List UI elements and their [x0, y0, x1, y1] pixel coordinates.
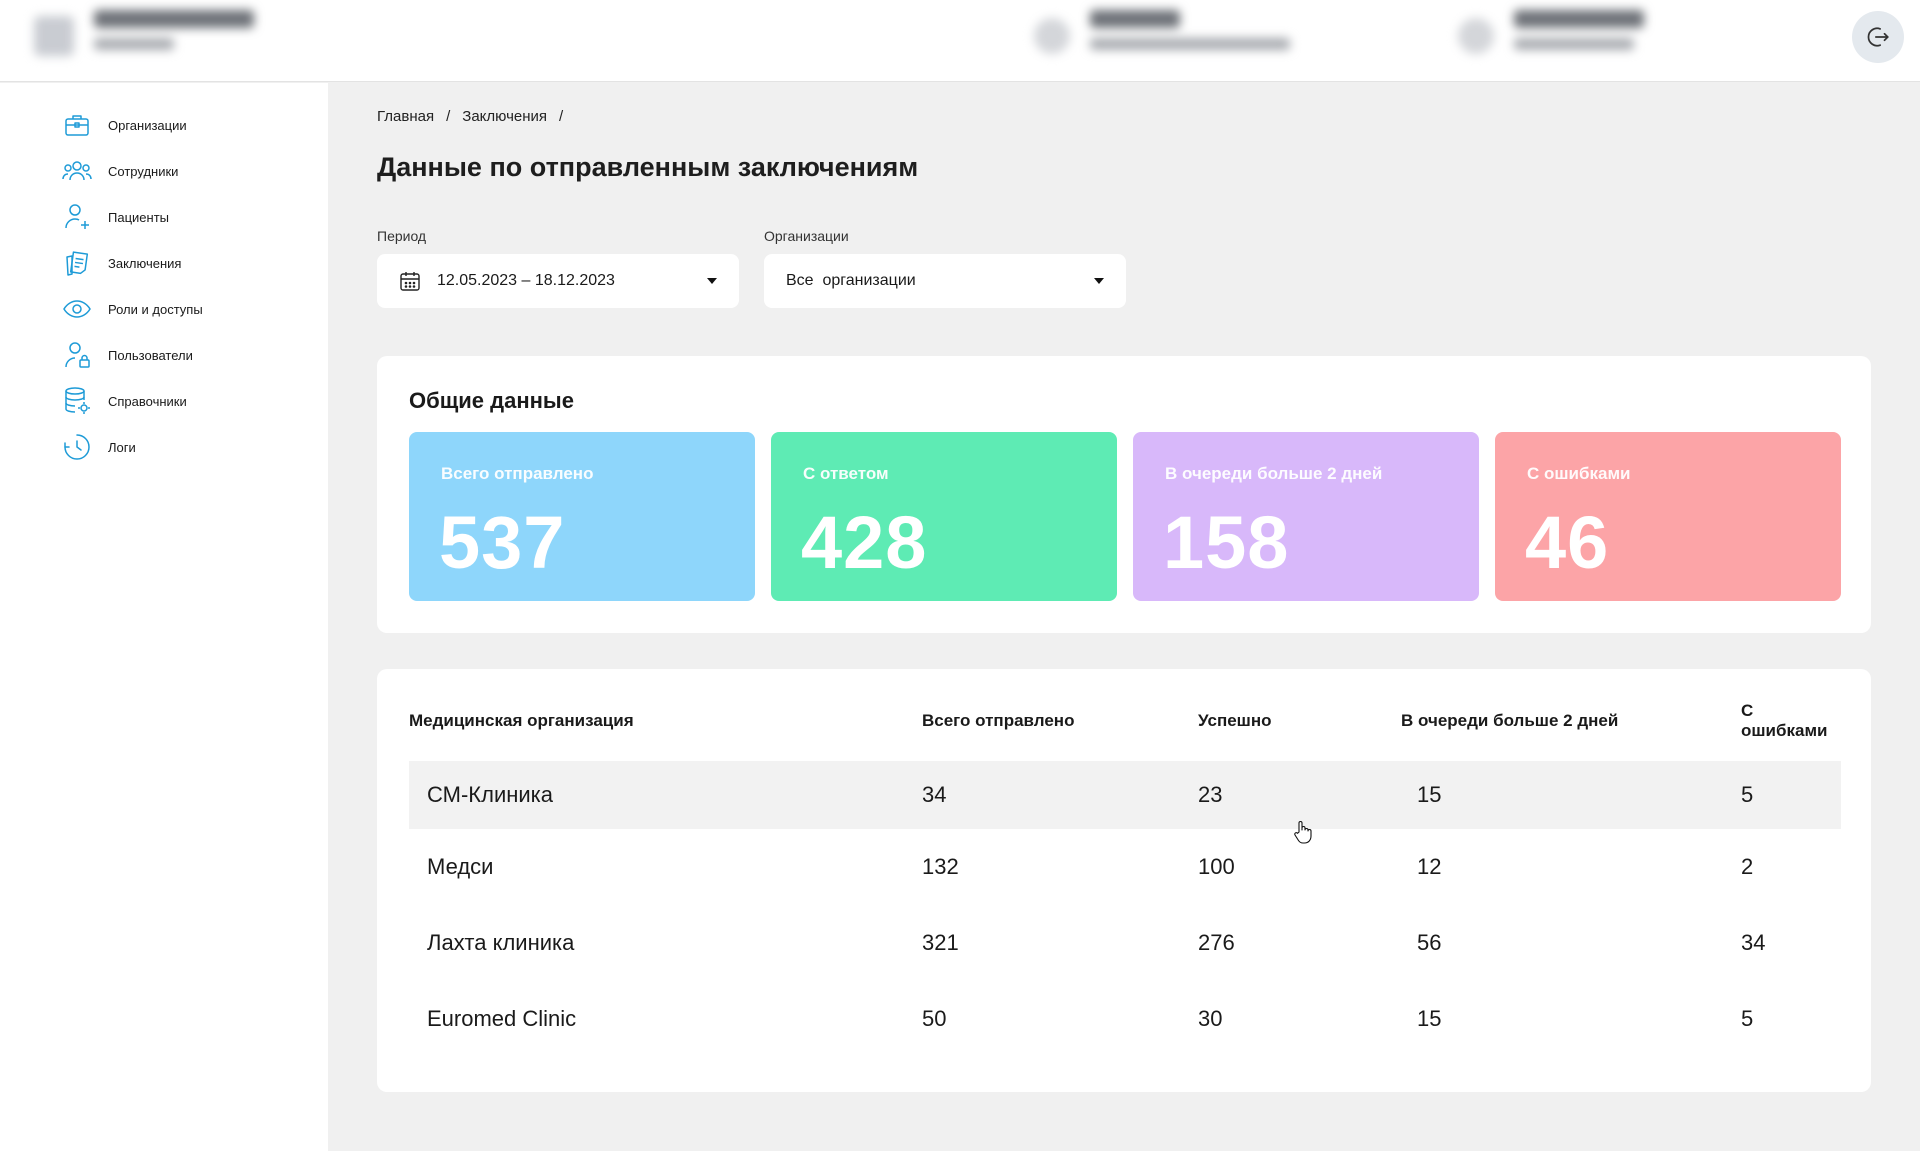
sidebar-item-label: Организации	[108, 117, 187, 133]
table-cell: 100	[1198, 854, 1235, 879]
table-cell: 34	[1741, 930, 1766, 955]
user-info-blurred	[1090, 10, 1290, 60]
table-cell: 5	[1741, 1006, 1754, 1031]
card-value: 428	[801, 501, 928, 584]
documents-icon	[62, 248, 92, 278]
table-row[interactable]: Euromed Clinic 50 30 15 5	[409, 981, 1841, 1057]
breadcrumb-conclusions-link[interactable]: Заключения	[462, 108, 548, 125]
card-label: В очереди больше 2 дней	[1165, 464, 1383, 483]
card-value: 46	[1525, 501, 1610, 584]
table-cell: 321	[922, 930, 959, 955]
sidebar-item-logs[interactable]: Логи	[62, 431, 136, 463]
sidebar-item-organizations[interactable]: Организации	[62, 109, 187, 141]
table-cell: 276	[1198, 930, 1235, 955]
period-label: Период	[377, 228, 427, 244]
org-logo-blurred	[34, 16, 74, 56]
column-header[interactable]: В очереди больше 2 дней	[1401, 697, 1741, 754]
breadcrumb-separator: /	[446, 108, 451, 125]
table-cell: 56	[1417, 930, 1442, 955]
sidebar-item-label: Справочники	[108, 393, 187, 409]
table-cell: 132	[922, 854, 959, 879]
card-label: С ответом	[803, 464, 889, 483]
column-header[interactable]: С ошибками	[1741, 697, 1841, 754]
database-icon	[62, 386, 92, 416]
card-queued-over-2-days: В очереди больше 2 дней 158	[1133, 432, 1479, 601]
user-icon-blurred	[1034, 18, 1070, 54]
table-cell: 15	[1401, 753, 1741, 829]
page-title: Данные по отправленным заключениям	[377, 152, 919, 182]
sidebar-item-label: Заключения	[108, 255, 182, 271]
column-header[interactable]: Успешно	[1198, 697, 1401, 754]
card-with-errors: С ошибками 46	[1495, 432, 1841, 601]
card-label: С ошибками	[1527, 464, 1631, 483]
table-cell: 15	[1417, 1006, 1442, 1031]
organizations-value: Все организации	[786, 272, 916, 289]
card-value: 537	[439, 501, 566, 584]
organizations-label: Организации	[764, 228, 849, 244]
sidebar-item-label: Пользователи	[108, 347, 193, 363]
user-lock-icon	[62, 340, 92, 370]
sidebar-item-staff[interactable]: Сотрудники	[62, 155, 178, 187]
table-cell-org: Лахта клиника	[427, 930, 575, 955]
table-cell: 12	[1417, 854, 1442, 879]
breadcrumb-separator: /	[559, 108, 564, 125]
logout-button[interactable]	[1852, 11, 1904, 63]
table-cell-org: Медси	[427, 854, 494, 879]
clock-icon	[62, 432, 92, 462]
table-row[interactable]: Медси 132 100 12 2	[409, 829, 1841, 905]
period-select[interactable]: 12.05.2023 – 18.12.2023	[377, 254, 739, 308]
sidebar-item-label: Пациенты	[108, 209, 169, 225]
card-total-sent: Всего отправлено 537	[409, 432, 755, 601]
sidebar-item-label: Сотрудники	[108, 163, 179, 179]
table-cell-org: Euromed Clinic	[427, 1006, 577, 1031]
chevron-down-icon	[707, 278, 717, 284]
top-header	[0, 0, 1920, 82]
card-value: 158	[1163, 501, 1290, 584]
hand-cursor-icon	[1293, 820, 1313, 849]
sidebar-item-references[interactable]: Справочники	[62, 385, 187, 417]
org-info-blurred	[94, 10, 254, 60]
sidebar-item-label: Роли и доступы	[108, 301, 203, 317]
organizations-table-panel: Медицинская организация Всего отправлено…	[377, 669, 1871, 1092]
table-cell: 2	[1741, 854, 1754, 879]
organizations-table: Медицинская организация Всего отправлено…	[409, 697, 1841, 1057]
breadcrumb-home-link[interactable]: Главная	[377, 108, 435, 125]
organizations-select[interactable]: Все организации	[764, 254, 1126, 308]
table-cell: 30	[1198, 1006, 1223, 1031]
chevron-down-icon	[1094, 278, 1104, 284]
sidebar: Организации Сотрудники Пациенты	[0, 83, 328, 1151]
table-cell: 50	[922, 1006, 947, 1031]
summary-panel: Общие данные Всего отправлено 537 С отве…	[377, 356, 1871, 633]
table-cell: 34	[922, 753, 1198, 829]
staff-icon	[62, 156, 92, 186]
role-info-blurred	[1514, 10, 1644, 60]
table-cell: 23	[1198, 753, 1401, 829]
logout-icon	[1867, 27, 1889, 47]
calendar-icon	[399, 270, 421, 292]
card-label: Всего отправлено	[441, 464, 594, 483]
sidebar-item-conclusions[interactable]: Заключения	[62, 247, 181, 279]
table-header-row: Медицинская организация Всего отправлено…	[409, 697, 1841, 754]
sidebar-item-roles[interactable]: Роли и доступы	[62, 293, 203, 325]
summary-title: Общие данные	[409, 388, 574, 413]
breadcrumb: Главная / Заключения /	[377, 108, 563, 125]
table-cell-org: СМ-Клиника	[409, 753, 922, 829]
sidebar-item-label: Логи	[108, 439, 136, 455]
add-user-icon	[62, 202, 92, 232]
table-row[interactable]: СМ-Клиника 34 23 15 5	[409, 753, 1841, 829]
briefcase-icon	[62, 110, 92, 140]
column-header[interactable]: Всего отправлено	[922, 697, 1198, 754]
table-row[interactable]: Лахта клиника 321 276 56 34	[409, 905, 1841, 981]
column-header[interactable]: Медицинская организация	[409, 697, 922, 754]
card-with-response: С ответом 428	[771, 432, 1117, 601]
sidebar-item-patients[interactable]: Пациенты	[62, 201, 169, 233]
sidebar-item-users[interactable]: Пользователи	[62, 339, 193, 371]
table-cell: 5	[1741, 753, 1841, 829]
role-icon-blurred	[1458, 18, 1494, 54]
period-value: 12.05.2023 – 18.12.2023	[437, 272, 615, 289]
eye-icon	[62, 294, 92, 324]
